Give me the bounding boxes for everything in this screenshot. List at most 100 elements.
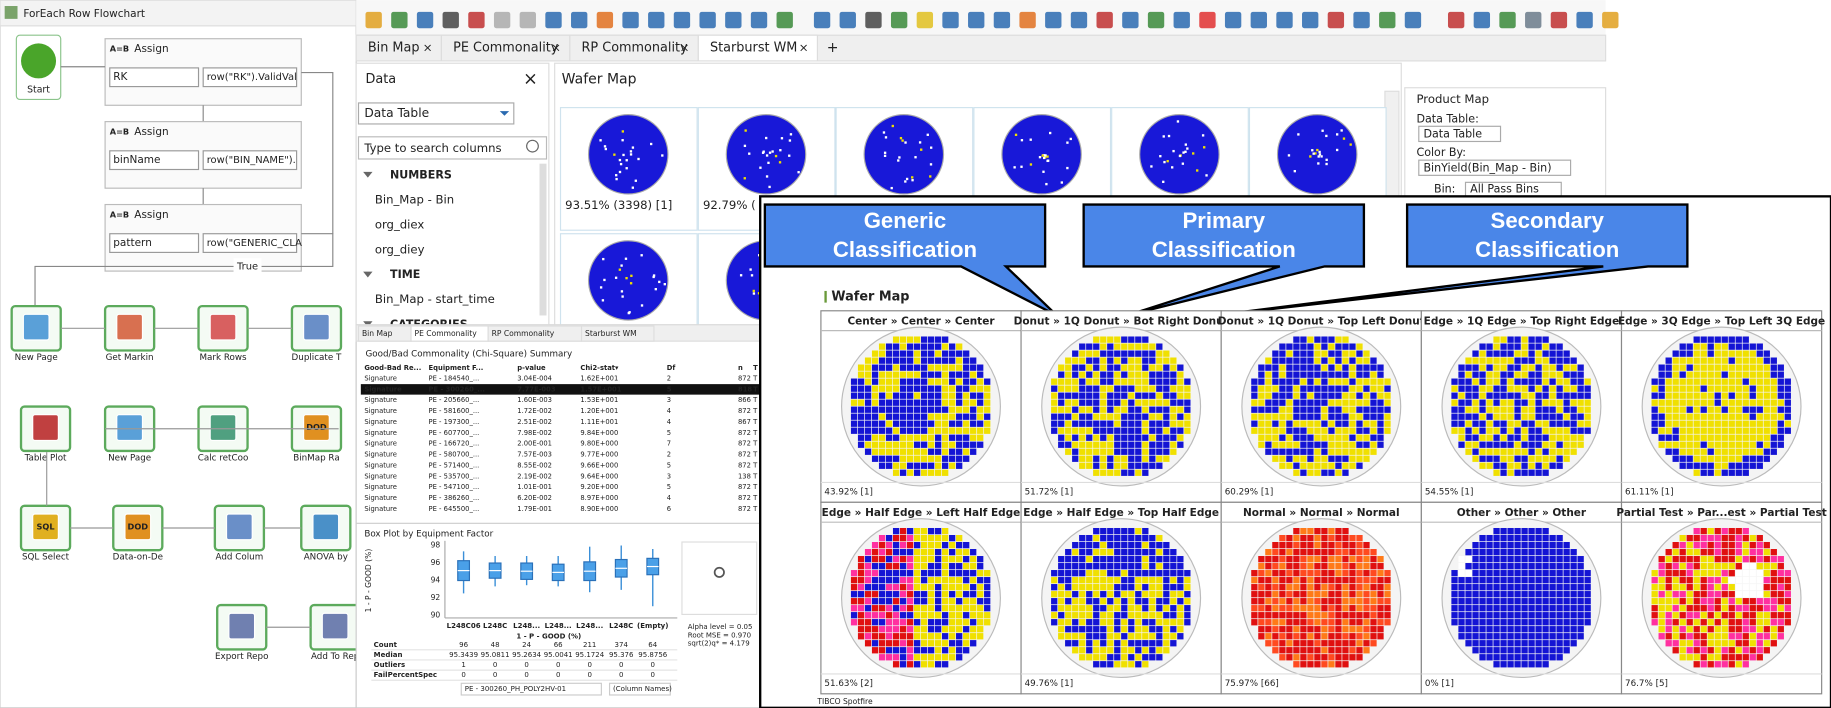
wafer-die: [1100, 350, 1107, 357]
wafer-die: [1721, 661, 1728, 668]
mini-tab[interactable]: [580, 325, 655, 342]
toolbar-button[interactable]: [916, 11, 934, 29]
toolbar-button[interactable]: [1302, 11, 1319, 29]
toolbar-button[interactable]: [1019, 11, 1036, 29]
toolbar-button[interactable]: [1250, 11, 1267, 29]
toolbar-button[interactable]: [622, 11, 639, 29]
wafer-die: [1777, 441, 1784, 448]
wafer-die: [1156, 455, 1163, 462]
wafer-cell-title: Edge » Half Edge » Top Half Edge: [1023, 507, 1219, 519]
wafer-die: [1072, 434, 1079, 441]
assign-variable-box: [109, 233, 200, 253]
toolbar-button[interactable]: [839, 11, 856, 29]
toolbar-button[interactable]: [1353, 11, 1370, 29]
toolbar-button[interactable]: [673, 11, 691, 29]
toolbar-button[interactable]: [1045, 11, 1062, 29]
wafer-die: [1493, 399, 1500, 406]
toolbar-button[interactable]: [1602, 11, 1619, 29]
tab[interactable]: [697, 34, 818, 62]
mini-tab-label[interactable]: RP Commonality: [492, 329, 555, 338]
wafer-die: [1107, 434, 1114, 441]
mini-tab-label[interactable]: PE Commonality: [415, 329, 478, 338]
toolbar-button[interactable]: [1499, 11, 1516, 29]
mini-tab-label[interactable]: Starburst WM: [585, 329, 637, 338]
wafer-die: [885, 364, 893, 371]
wafer-die: [1742, 598, 1749, 605]
column-item[interactable]: org_diex: [375, 217, 425, 231]
wafer-die: [949, 612, 956, 619]
toolbar-button[interactable]: [596, 11, 614, 29]
toolbar-button[interactable]: [519, 11, 536, 29]
tab-label[interactable]: PE Commonality: [453, 41, 559, 56]
toolbar-button[interactable]: [1447, 11, 1465, 29]
toolbar-button[interactable]: [725, 11, 742, 29]
toolbar-button[interactable]: [365, 11, 382, 29]
toolbar-button[interactable]: [993, 11, 1011, 29]
toolbar-button[interactable]: [442, 11, 459, 29]
product-table-dropdown[interactable]: [1418, 125, 1502, 143]
tab-label[interactable]: Bin Map: [368, 41, 420, 56]
tab-label[interactable]: Starburst WM: [710, 41, 797, 56]
tab[interactable]: [355, 34, 442, 62]
wafer-die: [1107, 371, 1114, 378]
column-item[interactable]: Bin_Map - Bin: [375, 192, 454, 206]
toolbar-button[interactable]: [750, 11, 768, 29]
toolbar-button[interactable]: [1404, 11, 1422, 29]
selector-dropdown[interactable]: [608, 682, 671, 696]
wafer-die: [1258, 570, 1265, 577]
wafer-die: [1135, 647, 1142, 654]
toolbar-button[interactable]: [416, 11, 434, 29]
table-cell: 872: [738, 429, 751, 437]
start-node: [21, 43, 57, 79]
tab[interactable]: [569, 34, 699, 62]
wafer-die: [906, 584, 914, 591]
selector-dropdown[interactable]: [460, 682, 602, 696]
panel-close[interactable]: ×: [523, 70, 538, 90]
tab-add[interactable]: +: [827, 40, 839, 56]
wafer-die: [1272, 591, 1279, 598]
toolbar-button[interactable]: [1096, 11, 1113, 29]
toolbar-button[interactable]: [699, 11, 716, 29]
data-table-dropdown[interactable]: [357, 102, 515, 125]
toolbar-button[interactable]: [648, 11, 665, 29]
color-by-dropdown[interactable]: [1418, 159, 1572, 176]
toolbar-button[interactable]: [1224, 11, 1242, 29]
wafer-die: [1093, 378, 1100, 385]
toolbar-button[interactable]: [1576, 11, 1593, 29]
toolbar-button[interactable]: [1173, 11, 1190, 29]
toolbar-button[interactable]: [391, 11, 408, 29]
search-box[interactable]: [357, 136, 548, 160]
toolbar-button[interactable]: [1550, 11, 1568, 29]
toolbar-button[interactable]: [865, 11, 882, 29]
tab[interactable]: [440, 34, 571, 62]
toolbar-button[interactable]: [942, 11, 959, 29]
toolbar-button[interactable]: [776, 11, 793, 29]
tab-label[interactable]: RP Commonality: [582, 41, 689, 56]
wafer-die: [1500, 542, 1507, 549]
column-item[interactable]: org_diey: [375, 243, 425, 257]
toolbar-button[interactable]: [468, 11, 485, 29]
wafer-die: [1072, 385, 1079, 392]
wafer-die: [1072, 378, 1079, 385]
toolbar-button[interactable]: [1147, 11, 1165, 29]
wafer-die: [1556, 357, 1563, 364]
column-item[interactable]: Bin_Map - start_time: [375, 292, 495, 306]
toolbar-button[interactable]: [1276, 11, 1293, 29]
mini-tab-label[interactable]: Bin Map: [362, 329, 393, 338]
toolbar-button[interactable]: [1473, 11, 1491, 29]
toolbar-button[interactable]: [1327, 11, 1345, 29]
wafer-die: [1756, 605, 1763, 612]
toolbar-button[interactable]: [1379, 11, 1396, 29]
toolbar-button[interactable]: [813, 11, 831, 29]
toolbar-button[interactable]: [571, 11, 588, 29]
toolbar-button[interactable]: [890, 11, 908, 29]
toolbar-button[interactable]: [1525, 11, 1542, 29]
toolbar-button[interactable]: [1199, 11, 1216, 29]
toolbar-button[interactable]: [1070, 11, 1088, 29]
toolbar-button[interactable]: [545, 11, 562, 29]
toolbar-button[interactable]: [968, 11, 985, 29]
toolbar-button[interactable]: [493, 11, 511, 29]
wafer-die: [1570, 441, 1577, 448]
wafer-die: [942, 584, 949, 591]
toolbar-button[interactable]: [1122, 11, 1139, 29]
